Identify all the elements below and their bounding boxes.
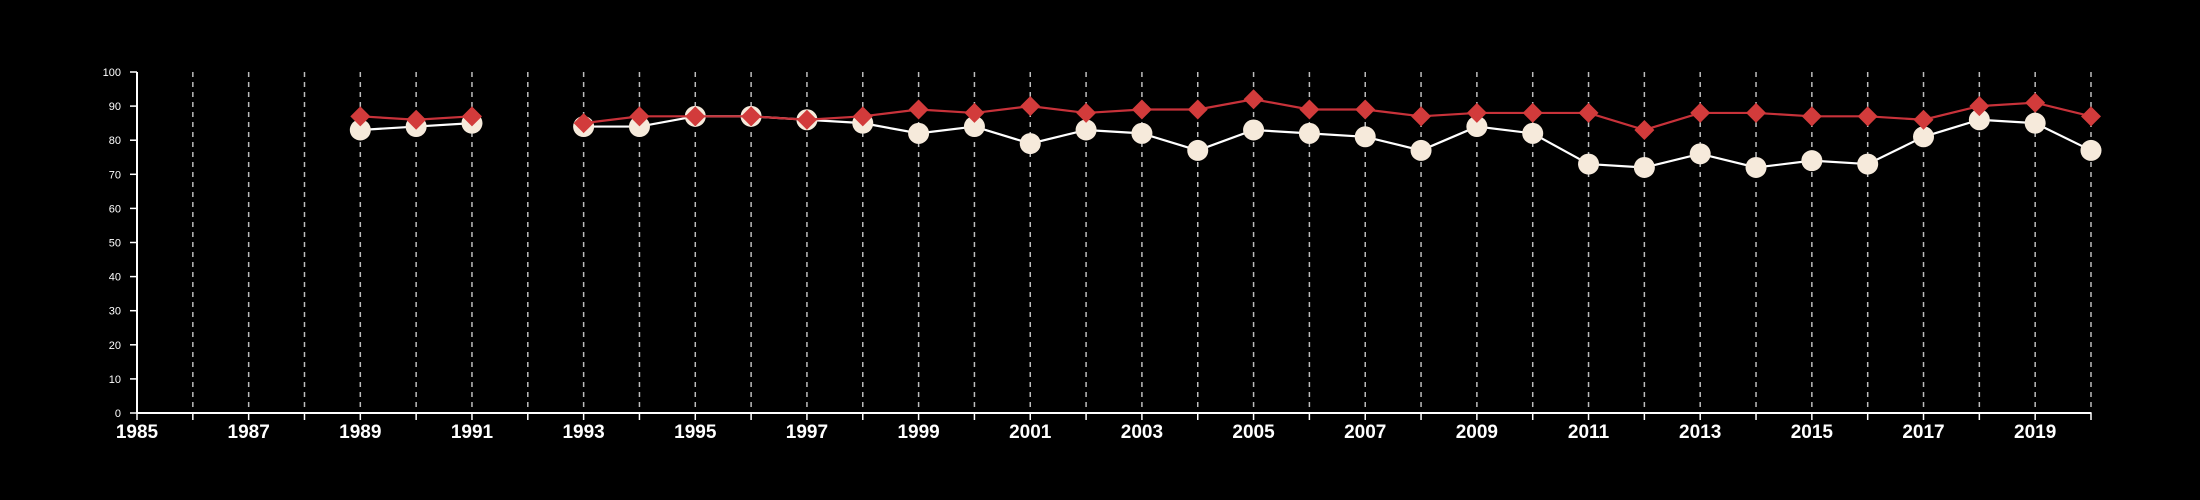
series-1-point [1857,106,1878,127]
series-1-point [461,106,482,127]
x-tick-label: 1995 [674,422,717,443]
x-tick-label: 2017 [1902,422,1944,443]
series-2-line [583,115,2092,169]
y-tick-label: 80 [109,135,121,147]
x-tick-label: 2009 [1456,422,1498,443]
series-2-point [2024,112,2046,134]
series-1-point [1411,106,1432,127]
series-2-point [1187,139,1209,161]
x-tick-label: 1989 [339,422,381,443]
series-2-point [1019,133,1041,155]
y-tick-label: 70 [109,169,121,181]
series-1-point [852,106,873,127]
x-tick-label: 1991 [451,422,494,443]
x-tick-label: 2001 [1009,422,1052,443]
series-2-point [1745,156,1767,178]
series-1-point [964,102,985,123]
series-1-point [2025,92,2046,113]
series-1-point [1131,99,1152,120]
series-1-point [350,106,371,127]
series-2-point [1857,153,1879,175]
series-2-point [2080,139,2102,161]
series-2-point [908,122,930,144]
series-2-point [1633,156,1655,178]
series-2-point [1354,126,1376,148]
series-group [349,89,2102,178]
y-tick-label: 60 [109,203,121,215]
series-2 [349,105,2102,178]
series-1-point [1634,119,1655,140]
series-1-point [1187,99,1208,120]
series-2-point [1243,119,1265,141]
series-2-point [963,116,985,138]
series-1-point [1020,96,1041,117]
series-1-point [1913,109,1934,130]
x-tick-label: 2019 [2014,422,2056,443]
series-1-point [1243,89,1264,110]
x-tick-label: 1999 [897,422,939,443]
series-2-point [1689,143,1711,165]
y-tick-label: 0 [115,408,121,420]
y-tick-label: 30 [109,306,121,318]
series-1-point [1746,102,1767,123]
series-1-point [685,106,706,127]
series-1-point [1076,102,1097,123]
x-tick-label: 2015 [1791,422,1834,443]
x-tick-label: 1993 [562,422,604,443]
series-1-point [741,106,762,127]
x-tick-label: 2003 [1121,422,1163,443]
series-2-point [628,116,650,138]
series-2-point [1410,139,1432,161]
series-1-point [573,113,594,134]
series-2-point [1913,126,1935,148]
series-1-point [1801,106,1822,127]
axes: 1985 1987 1989 1991 1993 1995 1997 1999 2001 2003… [103,67,2092,443]
y-tick-label: 100 [103,67,121,79]
series-2-point [1466,116,1488,138]
x-tick-label: 1997 [786,422,828,443]
x-tick-label: 2013 [1679,422,1721,443]
series-1-line [583,98,2092,132]
series-1-point [1355,99,1376,120]
series-1-point [1969,96,1990,117]
y-tick-label: 40 [109,272,121,284]
series-1-point [1522,102,1543,123]
series-2-point [1298,122,1320,144]
x-tick-label: 2007 [1344,422,1386,443]
y-tick-label: 10 [109,374,121,386]
series-2-point [349,119,371,141]
x-tick-label: 2011 [1568,422,1610,443]
series-2-point [1522,122,1544,144]
series-1-point [406,109,427,130]
series-2-point [1131,122,1153,144]
series-1-point [796,109,817,130]
series-1 [350,89,2101,140]
series-1-point [1690,102,1711,123]
series-2-point [1578,153,1600,175]
series-1-point [2081,106,2101,127]
series-1-point [1578,102,1599,123]
series-2-point [1968,109,1990,131]
series-1-point [908,99,929,120]
y-tick-label: 50 [109,238,121,250]
x-tick-label: 1985 [116,422,159,443]
x-tick-label: 2005 [1232,422,1275,443]
series-1-point [1299,99,1320,120]
series-1-point [629,106,650,127]
y-tick-label: 90 [109,101,121,113]
series-2-point [1801,150,1823,172]
series-2-point [1075,119,1097,141]
grid-lines [192,72,2092,413]
x-tick-label: 1987 [228,422,270,443]
series-1-point [1466,102,1487,123]
y-tick-label: 20 [109,340,121,352]
